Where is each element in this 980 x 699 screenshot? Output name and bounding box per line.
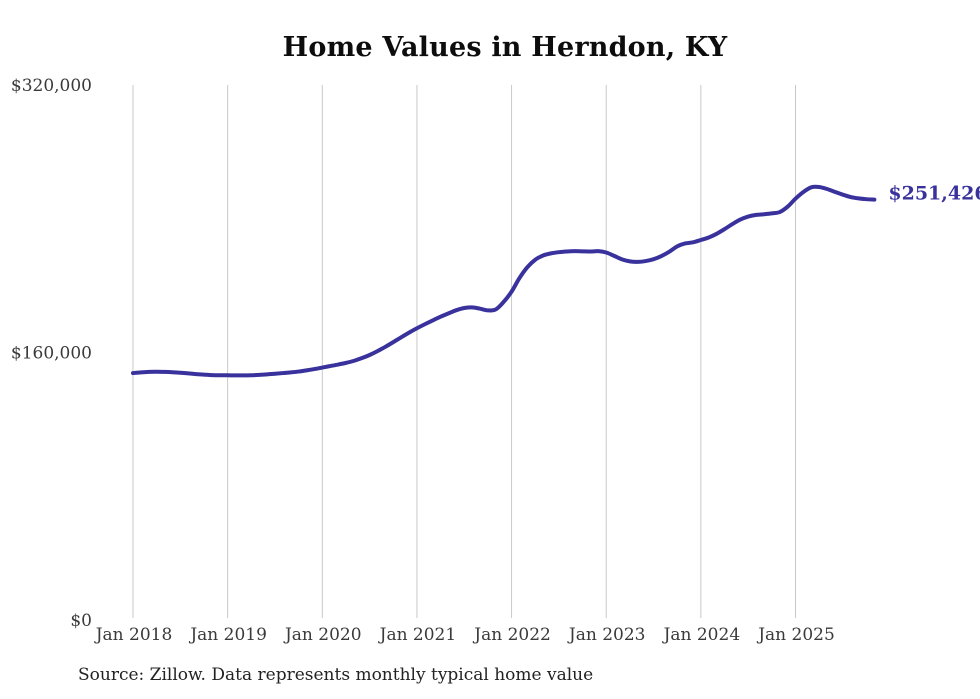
y-axis-labels: $0 $160,000 $320,000 — [11, 76, 92, 631]
x-axis-tick-label: Jan 2024 — [662, 625, 741, 645]
home-value-line — [131, 184, 877, 378]
source-note: Source: Zillow. Data represents monthly … — [78, 665, 594, 685]
y-axis-tick-label: $320,000 — [11, 76, 92, 96]
end-value-label: $251,426 — [888, 183, 980, 205]
x-axis-tick-label: Jan 2020 — [283, 625, 362, 645]
x-axis-tick-label: Jan 2021 — [378, 625, 457, 645]
x-axis-tick-label: Jan 2022 — [472, 625, 551, 645]
x-axis-tick-label: Jan 2019 — [188, 625, 267, 645]
y-axis-tick-label: $0 — [70, 611, 92, 631]
y-axis-tick-label: $160,000 — [11, 344, 92, 364]
chart-title: Home Values in Herndon, KY — [282, 32, 728, 63]
x-axis-tick-label: Jan 2025 — [756, 625, 835, 645]
x-axis-labels: Jan 2018 Jan 2019 Jan 2020 Jan 2021 Jan 2022… — [94, 625, 835, 645]
gridlines-group — [132, 85, 796, 618]
x-axis-tick-label: Jan 2023 — [567, 625, 646, 645]
x-axis-tick-label: Jan 2018 — [94, 625, 173, 645]
